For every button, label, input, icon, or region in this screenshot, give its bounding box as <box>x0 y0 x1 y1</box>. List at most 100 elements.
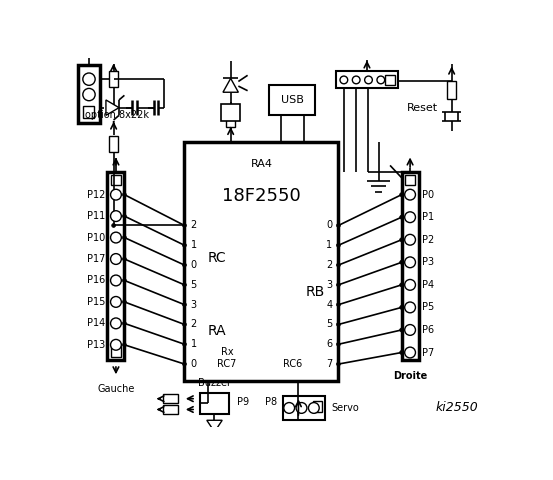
Circle shape <box>377 76 385 84</box>
Text: P0: P0 <box>421 190 434 200</box>
Text: P2: P2 <box>421 235 434 245</box>
Circle shape <box>182 342 186 346</box>
Text: 5: 5 <box>326 320 332 329</box>
Circle shape <box>122 343 126 347</box>
Bar <box>200 393 229 414</box>
Text: ki2550: ki2550 <box>436 401 478 414</box>
Circle shape <box>111 297 121 307</box>
Bar <box>401 171 419 360</box>
Circle shape <box>111 253 121 264</box>
Circle shape <box>405 189 415 200</box>
Circle shape <box>182 243 186 247</box>
Bar <box>405 175 415 185</box>
Text: P5: P5 <box>421 302 434 312</box>
Circle shape <box>83 88 95 101</box>
Text: 3: 3 <box>191 300 197 310</box>
Circle shape <box>337 243 341 247</box>
Circle shape <box>111 275 121 286</box>
Text: 5: 5 <box>191 280 197 290</box>
Bar <box>109 72 118 87</box>
Text: P6: P6 <box>421 325 434 335</box>
Text: P11: P11 <box>87 211 105 221</box>
Bar <box>83 106 95 118</box>
Circle shape <box>405 257 415 268</box>
Text: 1: 1 <box>191 339 197 349</box>
Bar <box>78 65 100 123</box>
Circle shape <box>352 76 360 84</box>
Circle shape <box>83 73 95 85</box>
Text: RC6: RC6 <box>283 359 302 369</box>
Text: RB: RB <box>306 286 325 300</box>
Circle shape <box>122 322 126 325</box>
Circle shape <box>337 263 341 267</box>
Text: 6: 6 <box>326 339 332 349</box>
Polygon shape <box>223 78 238 92</box>
Circle shape <box>337 342 341 346</box>
Bar <box>163 405 178 414</box>
Circle shape <box>182 263 186 267</box>
Text: option 8x22k: option 8x22k <box>86 110 149 120</box>
Bar <box>226 111 235 127</box>
Circle shape <box>405 279 415 290</box>
Circle shape <box>122 278 126 282</box>
Text: P10: P10 <box>87 233 105 242</box>
Circle shape <box>400 193 404 197</box>
Circle shape <box>400 260 404 264</box>
Bar <box>109 136 118 152</box>
Text: P12: P12 <box>87 190 105 200</box>
Circle shape <box>111 339 121 350</box>
Circle shape <box>122 214 126 218</box>
Text: 4: 4 <box>326 300 332 310</box>
Bar <box>111 347 121 357</box>
Bar <box>185 142 338 381</box>
Text: 2: 2 <box>326 260 332 270</box>
Text: RA: RA <box>207 324 226 338</box>
Text: 2: 2 <box>191 320 197 329</box>
Circle shape <box>296 403 307 413</box>
Circle shape <box>111 211 121 221</box>
Text: Servo: Servo <box>332 403 359 413</box>
Circle shape <box>111 318 121 329</box>
Circle shape <box>182 323 186 326</box>
Bar <box>447 81 456 99</box>
Text: P9: P9 <box>237 397 249 407</box>
Circle shape <box>122 193 126 197</box>
Text: P14: P14 <box>87 318 105 328</box>
Circle shape <box>400 350 404 354</box>
Polygon shape <box>207 420 222 432</box>
Circle shape <box>122 236 126 240</box>
Text: 0: 0 <box>191 359 197 369</box>
Text: 1: 1 <box>326 240 332 250</box>
Circle shape <box>400 305 404 309</box>
Bar <box>221 104 240 121</box>
Circle shape <box>182 303 186 307</box>
Circle shape <box>309 403 319 413</box>
Text: P1: P1 <box>421 212 434 222</box>
Text: Rx: Rx <box>221 347 233 357</box>
Circle shape <box>405 302 415 313</box>
Circle shape <box>405 234 415 245</box>
Text: RA4: RA4 <box>251 159 273 169</box>
Circle shape <box>405 212 415 223</box>
Bar <box>313 401 322 412</box>
Circle shape <box>182 283 186 287</box>
Circle shape <box>182 224 186 228</box>
Circle shape <box>337 362 341 366</box>
Text: Buzzer: Buzzer <box>198 378 231 388</box>
Bar <box>107 171 124 360</box>
Circle shape <box>122 300 126 304</box>
Text: Droite: Droite <box>393 371 427 381</box>
Circle shape <box>112 224 116 228</box>
Circle shape <box>340 76 348 84</box>
Circle shape <box>400 216 404 219</box>
Circle shape <box>400 328 404 332</box>
Text: P13: P13 <box>87 340 105 350</box>
Bar <box>385 74 395 85</box>
Circle shape <box>284 403 295 413</box>
Circle shape <box>400 238 404 242</box>
Text: 1: 1 <box>191 240 197 250</box>
Text: P16: P16 <box>87 276 105 286</box>
Text: RC7: RC7 <box>217 359 237 369</box>
Circle shape <box>337 224 341 228</box>
Text: P17: P17 <box>87 254 105 264</box>
